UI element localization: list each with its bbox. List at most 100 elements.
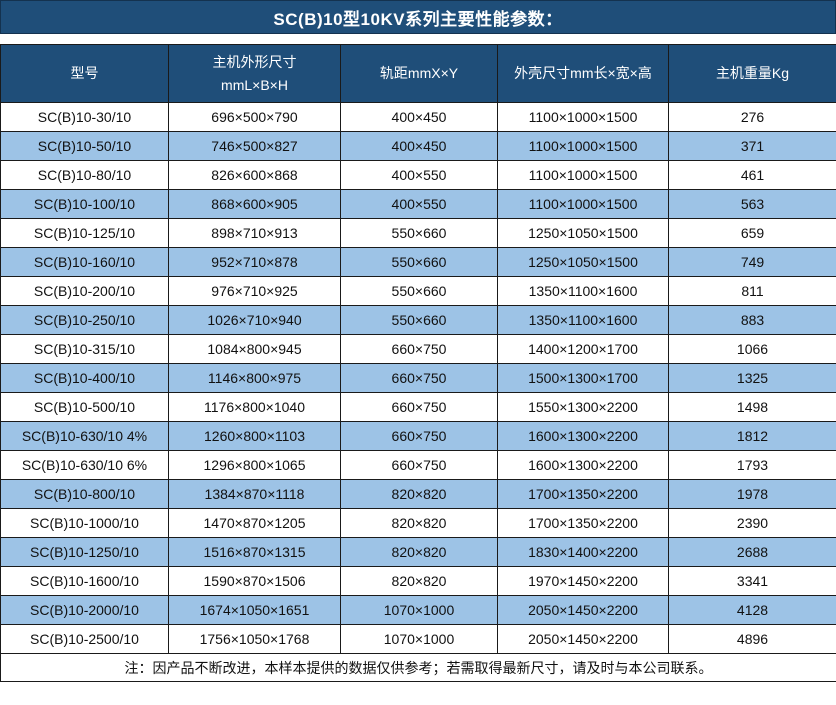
rail-gauge-cell: 550×660 — [340, 218, 498, 248]
model-cell: SC(B)10-2000/10 — [0, 595, 169, 625]
weight-cell: 563 — [668, 189, 836, 219]
rail-gauge-cell: 820×820 — [340, 479, 498, 509]
rail-gauge-cell: 820×820 — [340, 508, 498, 538]
model-cell: SC(B)10-630/10 4% — [0, 421, 169, 451]
model-cell: SC(B)10-2500/10 — [0, 624, 169, 654]
weight-cell: 1066 — [668, 334, 836, 364]
rail-gauge-cell: 820×820 — [340, 537, 498, 567]
title-bar: SC(B)10型10KV系列主要性能参数： — [0, 0, 836, 34]
dimensions-cell: 952×710×878 — [168, 247, 341, 277]
table-row: SC(B)10-800/10 1384×870×1118 820×820 1700×1… — [0, 479, 836, 509]
dimensions-cell: 1260×800×1103 — [168, 421, 341, 451]
shell-size-cell: 2050×1450×2200 — [497, 624, 669, 654]
shell-size-cell: 1100×1000×1500 — [497, 189, 669, 219]
shell-size-cell: 1600×1300×2200 — [497, 421, 669, 451]
rail-gauge-cell: 660×750 — [340, 392, 498, 422]
dimensions-cell: 976×710×925 — [168, 276, 341, 306]
dimensions-cell: 696×500×790 — [168, 102, 341, 132]
shell-size-cell: 1350×1100×1600 — [497, 276, 669, 306]
weight-cell: 1793 — [668, 450, 836, 480]
table-row: SC(B)10-2500/10 1756×1050×1768 1070×1000 20… — [0, 624, 836, 654]
table-row: SC(B)10-400/10 1146×800×975 660×750 1500×13… — [0, 363, 836, 393]
spec-table: 型号 主机外形尺寸 mmL×B×H 轨距mmX×Y 外壳尺寸mm长×宽×高 主机… — [0, 44, 836, 682]
rail-gauge-cell: 400×450 — [340, 102, 498, 132]
model-cell: SC(B)10-400/10 — [0, 363, 169, 393]
footnote: 注：因产品不断改进，本样本提供的数据仅供参考；若需取得最新尺寸，请及时与本公司联… — [0, 653, 836, 682]
col-header-model: 型号 — [0, 44, 169, 103]
table-row: SC(B)10-200/10 976×710×925 550×660 1350×110… — [0, 276, 836, 306]
model-cell: SC(B)10-800/10 — [0, 479, 169, 509]
rail-gauge-cell: 550×660 — [340, 276, 498, 306]
weight-cell: 1498 — [668, 392, 836, 422]
shell-size-cell: 1100×1000×1500 — [497, 131, 669, 161]
note-row: 注：因产品不断改进，本样本提供的数据仅供参考；若需取得最新尺寸，请及时与本公司联… — [0, 653, 836, 682]
rail-gauge-cell: 660×750 — [340, 450, 498, 480]
model-cell: SC(B)10-125/10 — [0, 218, 169, 248]
model-cell: SC(B)10-630/10 6% — [0, 450, 169, 480]
weight-cell: 659 — [668, 218, 836, 248]
weight-cell: 811 — [668, 276, 836, 306]
rail-gauge-cell: 1070×1000 — [340, 595, 498, 625]
model-cell: SC(B)10-1250/10 — [0, 537, 169, 567]
table-row: SC(B)10-250/10 1026×710×940 550×660 1350×11… — [0, 305, 836, 335]
table-row: SC(B)10-500/10 1176×800×1040 660×750 1550×1… — [0, 392, 836, 422]
rail-gauge-cell: 820×820 — [340, 566, 498, 596]
model-cell: SC(B)10-80/10 — [0, 160, 169, 190]
dimensions-cell: 826×600×868 — [168, 160, 341, 190]
table-row: SC(B)10-160/10 952×710×878 550×660 1250×105… — [0, 247, 836, 277]
weight-cell: 4896 — [668, 624, 836, 654]
shell-size-cell: 1970×1450×2200 — [497, 566, 669, 596]
rail-gauge-cell: 550×660 — [340, 305, 498, 335]
table-row: SC(B)10-50/10 746×500×827 400×450 1100×1000… — [0, 131, 836, 161]
model-cell: SC(B)10-200/10 — [0, 276, 169, 306]
shell-size-cell: 1550×1300×2200 — [497, 392, 669, 422]
table-row: SC(B)10-125/10 898×710×913 550×660 1250×105… — [0, 218, 836, 248]
model-cell: SC(B)10-500/10 — [0, 392, 169, 422]
table-footer: 注：因产品不断改进，本样本提供的数据仅供参考；若需取得最新尺寸，请及时与本公司联… — [0, 653, 836, 682]
shell-size-cell: 1830×1400×2200 — [497, 537, 669, 567]
model-cell: SC(B)10-250/10 — [0, 305, 169, 335]
model-cell: SC(B)10-30/10 — [0, 102, 169, 132]
weight-cell: 461 — [668, 160, 836, 190]
weight-cell: 2390 — [668, 508, 836, 538]
dimensions-cell: 1084×800×945 — [168, 334, 341, 364]
shell-size-cell: 1100×1000×1500 — [497, 160, 669, 190]
rail-gauge-cell: 1070×1000 — [340, 624, 498, 654]
table-row: SC(B)10-100/10 868×600×905 400×550 1100×100… — [0, 189, 836, 219]
header-row: 型号 主机外形尺寸 mmL×B×H 轨距mmX×Y 外壳尺寸mm长×宽×高 主机… — [0, 44, 836, 103]
dimensions-cell: 1026×710×940 — [168, 305, 341, 335]
weight-cell: 3341 — [668, 566, 836, 596]
dimensions-cell: 1176×800×1040 — [168, 392, 341, 422]
weight-cell: 276 — [668, 102, 836, 132]
col-header-rail-gauge: 轨距mmX×Y — [340, 44, 498, 103]
table-row: SC(B)10-30/10 696×500×790 400×450 1100×1000… — [0, 102, 836, 132]
weight-cell: 749 — [668, 247, 836, 277]
dimensions-cell: 1756×1050×1768 — [168, 624, 341, 654]
dimensions-cell: 1470×870×1205 — [168, 508, 341, 538]
shell-size-cell: 1700×1350×2200 — [497, 479, 669, 509]
table-row: SC(B)10-80/10 826×600×868 400×550 1100×1000… — [0, 160, 836, 190]
model-cell: SC(B)10-100/10 — [0, 189, 169, 219]
rail-gauge-cell: 660×750 — [340, 421, 498, 451]
dimensions-cell: 1674×1050×1651 — [168, 595, 341, 625]
shell-size-cell: 1250×1050×1500 — [497, 247, 669, 277]
model-cell: SC(B)10-160/10 — [0, 247, 169, 277]
dimensions-cell: 746×500×827 — [168, 131, 341, 161]
dimensions-cell: 1146×800×975 — [168, 363, 341, 393]
dimensions-cell: 1590×870×1506 — [168, 566, 341, 596]
weight-cell: 1325 — [668, 363, 836, 393]
col-header-dimensions: 主机外形尺寸 mmL×B×H — [168, 44, 341, 103]
weight-cell: 883 — [668, 305, 836, 335]
weight-cell: 1812 — [668, 421, 836, 451]
model-cell: SC(B)10-1600/10 — [0, 566, 169, 596]
weight-cell: 371 — [668, 131, 836, 161]
shell-size-cell: 1500×1300×1700 — [497, 363, 669, 393]
table-row: SC(B)10-1000/10 1470×870×1205 820×820 1700×… — [0, 508, 836, 538]
weight-cell: 2688 — [668, 537, 836, 567]
table-row: SC(B)10-1600/10 1590×870×1506 820×820 1970×… — [0, 566, 836, 596]
rail-gauge-cell: 400×550 — [340, 160, 498, 190]
shell-size-cell: 1250×1050×1500 — [497, 218, 669, 248]
shell-size-cell: 1350×1100×1600 — [497, 305, 669, 335]
col-header-shell-size: 外壳尺寸mm长×宽×高 — [497, 44, 669, 103]
